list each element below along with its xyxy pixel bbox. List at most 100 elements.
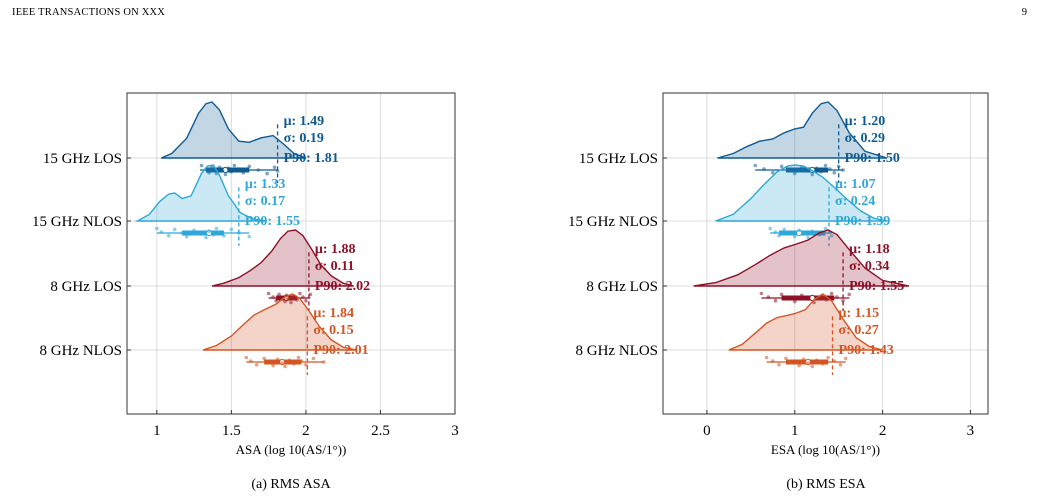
data-point bbox=[199, 232, 204, 236]
data-point bbox=[777, 362, 781, 367]
data-point bbox=[232, 163, 237, 168]
sigma-label: σ: 0.29 bbox=[845, 131, 885, 146]
data-point bbox=[266, 291, 271, 296]
figure-caption: (b) RMS ESA bbox=[786, 477, 866, 492]
data-point bbox=[791, 360, 795, 364]
page-number: 9 bbox=[1021, 7, 1027, 18]
data-point bbox=[211, 168, 216, 172]
data-point bbox=[784, 356, 788, 361]
data-point bbox=[247, 234, 252, 239]
data-point bbox=[826, 355, 830, 360]
x-tick-label: 2.5 bbox=[371, 423, 390, 439]
data-point bbox=[166, 233, 171, 238]
x-tick-label: 2 bbox=[302, 423, 310, 439]
data-point bbox=[244, 355, 249, 360]
data-point bbox=[832, 170, 837, 175]
data-point bbox=[801, 232, 806, 236]
p90-label: P90: 1.55 bbox=[849, 279, 904, 294]
data-point bbox=[207, 170, 211, 175]
data-point bbox=[283, 364, 287, 369]
data-point bbox=[283, 299, 287, 304]
data-point bbox=[217, 165, 222, 170]
data-point bbox=[797, 228, 801, 233]
data-point bbox=[814, 358, 819, 363]
data-point bbox=[788, 231, 793, 235]
data-point bbox=[768, 226, 772, 231]
series-group: μ: 1.49 σ: 0.19 P90: 1.81 bbox=[161, 101, 339, 183]
data-point bbox=[159, 230, 164, 234]
data-point bbox=[753, 163, 758, 168]
data-point bbox=[829, 291, 834, 296]
density-curve bbox=[134, 164, 266, 222]
data-point bbox=[262, 356, 266, 361]
data-point bbox=[155, 226, 159, 231]
mu-label: μ: 1.15 bbox=[839, 306, 880, 321]
data-point bbox=[770, 359, 775, 363]
data-point bbox=[773, 298, 778, 303]
mu-label: μ: 1.33 bbox=[245, 177, 286, 192]
y-category-label: 15 GHz LOS bbox=[43, 151, 122, 167]
p90-label: P90: 2.01 bbox=[313, 343, 368, 358]
data-point bbox=[843, 356, 848, 361]
y-category-label: 15 GHz LOS bbox=[579, 151, 658, 167]
p90-label: P90: 1.50 bbox=[845, 151, 900, 166]
p90-label: P90: 1.55 bbox=[245, 214, 300, 229]
data-point bbox=[184, 234, 189, 239]
data-point bbox=[199, 163, 204, 168]
data-point bbox=[841, 298, 845, 303]
data-point bbox=[308, 292, 313, 297]
density-curve bbox=[161, 101, 307, 159]
data-point bbox=[838, 362, 843, 367]
data-point bbox=[254, 362, 259, 367]
data-point bbox=[779, 164, 784, 169]
data-point bbox=[836, 164, 841, 169]
data-point bbox=[248, 359, 253, 363]
data-point bbox=[207, 229, 211, 233]
data-point bbox=[298, 291, 302, 296]
data-point bbox=[792, 234, 797, 239]
data-point bbox=[219, 230, 223, 234]
data-point bbox=[779, 292, 784, 297]
data-point bbox=[277, 292, 281, 297]
data-point bbox=[289, 300, 293, 305]
p90-label: P90: 1.81 bbox=[284, 151, 339, 166]
data-point bbox=[806, 169, 810, 173]
sigma-label: σ: 0.11 bbox=[315, 259, 355, 274]
chart-panel-a: μ: 1.49 σ: 0.19 P90: 1.81 μ: 1.33 σ: 0.17 P90… bbox=[32, 92, 459, 492]
mu-label: μ: 1.49 bbox=[284, 114, 325, 129]
data-point bbox=[806, 297, 810, 301]
data-point bbox=[304, 362, 308, 367]
data-point bbox=[792, 171, 797, 176]
data-point bbox=[847, 292, 852, 297]
series-group: μ: 1.20 σ: 0.29 P90: 1.50 bbox=[717, 101, 900, 183]
series-group: μ: 1.15 σ: 0.27 P90: 1.43 bbox=[728, 293, 894, 375]
density-curve bbox=[717, 101, 888, 159]
data-point bbox=[226, 166, 231, 170]
density-curve bbox=[211, 229, 354, 287]
data-point bbox=[214, 226, 219, 231]
data-point bbox=[792, 299, 797, 304]
data-point bbox=[271, 363, 275, 368]
mu-label: μ: 1.84 bbox=[313, 306, 354, 321]
data-point bbox=[810, 172, 815, 177]
series-group: μ: 1.33 σ: 0.17 P90: 1.55 bbox=[134, 164, 300, 246]
data-point bbox=[172, 227, 177, 232]
data-point bbox=[271, 295, 275, 299]
density-curve bbox=[202, 293, 357, 351]
sigma-label: σ: 0.27 bbox=[839, 323, 879, 338]
x-tick-label: 2 bbox=[879, 423, 887, 439]
series-group: μ: 1.07 σ: 0.24 P90: 1.39 bbox=[715, 164, 890, 246]
data-point bbox=[256, 168, 261, 172]
data-point bbox=[241, 170, 246, 175]
data-point bbox=[801, 357, 806, 362]
data-point bbox=[832, 359, 837, 363]
data-point bbox=[806, 361, 810, 365]
y-category-label: 8 GHz LOS bbox=[586, 279, 658, 295]
data-point bbox=[829, 233, 834, 238]
p90-label: P90: 1.43 bbox=[839, 343, 894, 358]
x-tick-label: 1 bbox=[153, 423, 161, 439]
data-point bbox=[823, 226, 828, 231]
x-tick-label: 3 bbox=[451, 423, 459, 439]
axes-frame bbox=[662, 92, 989, 415]
